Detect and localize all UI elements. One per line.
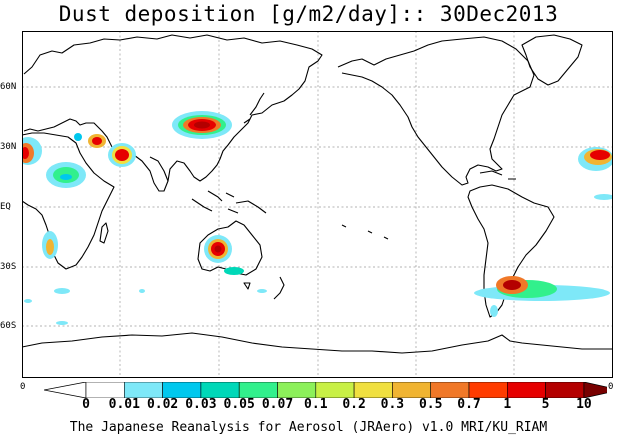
colorbar-cell	[277, 382, 317, 398]
indonesia-islands	[191, 190, 267, 214]
dust-north-america-south	[578, 147, 613, 200]
colorbar-tick-label: 10	[576, 397, 592, 412]
dust-australia	[204, 235, 244, 275]
colorbar	[44, 382, 607, 398]
tasmania-coast	[243, 282, 251, 290]
colorbar-cell	[430, 382, 470, 398]
colorbar-cell	[392, 382, 431, 398]
north-america-coast	[337, 36, 535, 186]
corner-label-right: 0	[608, 382, 614, 392]
colorbar-cell	[238, 382, 278, 398]
dust-speck	[257, 289, 267, 293]
colorbar-tick-label: 0.2	[342, 397, 366, 412]
corner-label-left: 0	[20, 382, 26, 392]
greenland-coast	[521, 34, 583, 86]
map-title: Dust deposition [g/m2/day]:: 30Dec2013	[58, 2, 559, 26]
colorbar-cell	[85, 382, 125, 398]
colorbar-tick-label: 0.03	[185, 397, 217, 412]
lat-label-60n: 60N	[0, 82, 17, 92]
pacific-islands	[341, 224, 389, 240]
colorbar-tick-label: 5	[541, 397, 550, 412]
colorbar-tick-label: 0.7	[457, 397, 481, 412]
eurasia-coast	[23, 34, 323, 192]
colorbar-tick-label: 0	[82, 397, 90, 412]
caribbean-islands	[479, 170, 516, 180]
antarctica-coast	[22, 332, 613, 354]
colorbar-cell	[124, 382, 163, 398]
colorbar-tick-label: 0.5	[418, 397, 443, 412]
colorbar-cell	[583, 382, 607, 398]
lat-label-eq: EQ	[0, 202, 11, 212]
colorbar-cell	[545, 382, 585, 398]
colorbar-tick-label: 0.01	[108, 397, 140, 412]
africa-coast	[22, 132, 115, 270]
japan-coast	[243, 92, 265, 124]
world-map	[22, 31, 613, 378]
colorbar-cell	[315, 382, 355, 398]
lat-label-30n: 30N	[0, 142, 17, 152]
dust-southern-africa	[42, 231, 70, 294]
colorbar-cell	[468, 382, 508, 398]
colorbar-tick-label: 0.02	[146, 397, 179, 412]
colorbar-cell	[200, 382, 240, 398]
lat-label-30s: 30S	[0, 262, 17, 272]
colorbar-cell	[506, 382, 546, 398]
dust-taklimakan	[172, 111, 232, 139]
lat-label-60s: 60S	[0, 321, 17, 331]
india-coast	[149, 156, 169, 182]
colorbar-tick-label: 0.05	[223, 397, 255, 412]
colorbar-cell	[44, 382, 87, 398]
madagascar-coast	[99, 222, 109, 244]
colorbar-cell	[353, 382, 393, 398]
colorbar-cell	[162, 382, 202, 398]
data-source-credit: The Japanese Reanalysis for Aerosol (JRA…	[69, 420, 548, 435]
dust-patagonia	[474, 276, 610, 317]
colorbar-tick-label: 0.07	[261, 397, 294, 412]
coastlines	[22, 34, 613, 354]
graticule	[22, 31, 613, 378]
dust-speck	[139, 289, 145, 293]
dust-arabia	[74, 133, 136, 167]
australia-coast	[197, 220, 263, 276]
colorbar-tick-label: 0.1	[304, 397, 328, 412]
dust-sahara	[22, 137, 86, 188]
dust-speck	[24, 299, 32, 303]
new-zealand-coast	[273, 276, 285, 300]
dust-fields	[22, 111, 613, 325]
colorbar-tick-label: 0.3	[380, 397, 405, 412]
colorbar-tick-label: 1	[503, 397, 512, 412]
dust-speck	[56, 321, 68, 325]
